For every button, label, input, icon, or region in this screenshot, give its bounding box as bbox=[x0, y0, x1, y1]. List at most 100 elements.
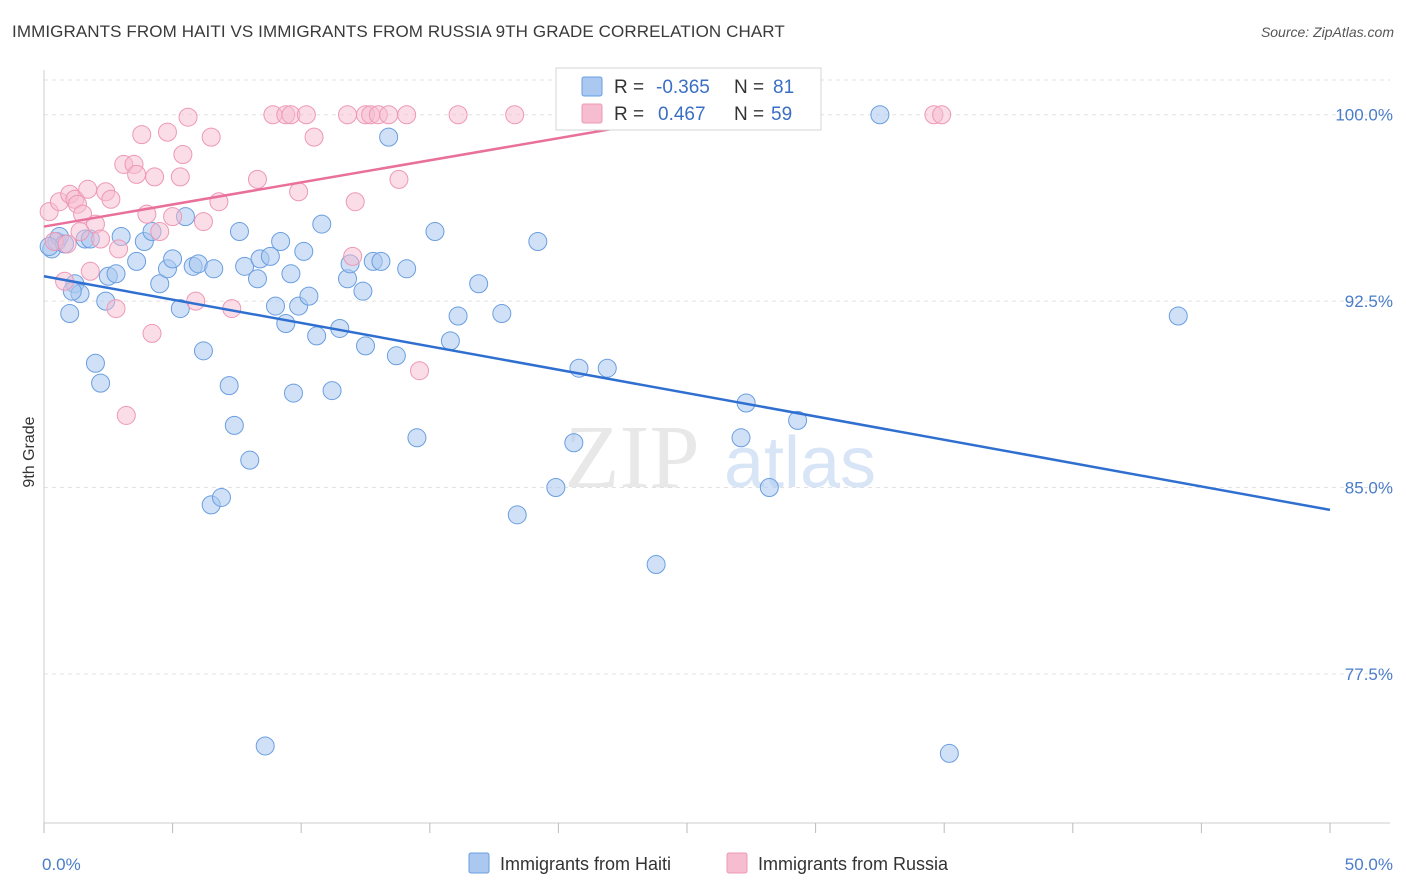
russia-point bbox=[70, 222, 90, 242]
russia-point bbox=[80, 261, 100, 281]
haiti-trend-line bbox=[43, 275, 1331, 512]
russia-point bbox=[201, 127, 221, 147]
haiti-point bbox=[507, 505, 527, 525]
legend-russia-r-value: 0.467 bbox=[658, 104, 706, 125]
haiti-point bbox=[353, 281, 373, 301]
legend-haiti-n-label: N = bbox=[734, 77, 764, 98]
haiti-point bbox=[193, 341, 213, 361]
russia-point bbox=[163, 207, 183, 227]
haiti-point bbox=[407, 428, 427, 448]
legend: R = -0.365 N = 81 R = 0.467 N = 59 bbox=[555, 67, 822, 131]
haiti-point bbox=[528, 231, 548, 251]
russia-point bbox=[379, 105, 399, 125]
x-tick-label-1: 50.0% bbox=[1345, 855, 1393, 874]
haiti-point bbox=[492, 304, 512, 324]
russia-point bbox=[296, 105, 316, 125]
gridlines bbox=[44, 79, 1390, 675]
haiti-point bbox=[60, 304, 80, 324]
russia-point bbox=[170, 167, 190, 187]
haiti-point bbox=[1168, 306, 1188, 326]
russia-point bbox=[101, 189, 121, 209]
legend-russia-n-value: 59 bbox=[771, 104, 792, 125]
haiti-point bbox=[597, 358, 617, 378]
russia-point bbox=[157, 122, 177, 142]
haiti-point bbox=[106, 264, 126, 284]
russia-point bbox=[186, 291, 206, 311]
axes bbox=[43, 70, 1390, 833]
russia-point bbox=[132, 125, 152, 145]
haiti-point bbox=[85, 353, 105, 373]
haiti-point bbox=[425, 222, 445, 242]
haiti-point bbox=[281, 264, 301, 284]
russia-point bbox=[932, 105, 952, 125]
russia-point bbox=[193, 212, 213, 232]
haiti-point bbox=[356, 336, 375, 356]
russia-point bbox=[142, 323, 162, 343]
russia-point bbox=[150, 222, 170, 242]
haiti-point bbox=[307, 326, 327, 346]
russia-point bbox=[116, 405, 136, 425]
russia-point bbox=[145, 167, 165, 187]
bottom-legend-swatch-haiti bbox=[468, 852, 490, 874]
chart-title: IMMIGRANTS FROM HAITI VS IMMIGRANTS FROM… bbox=[12, 22, 785, 41]
haiti-point bbox=[204, 259, 224, 279]
haiti-point bbox=[440, 331, 460, 351]
haiti-point bbox=[240, 450, 260, 470]
legend-russia-n-label: N = bbox=[734, 104, 764, 125]
russia-point bbox=[345, 192, 365, 212]
haiti-point bbox=[265, 296, 285, 316]
haiti-point bbox=[322, 381, 342, 401]
legend-russia-r-label: R = bbox=[614, 104, 644, 125]
haiti-point bbox=[312, 214, 332, 234]
y-tick-label-2: 92.5% bbox=[1345, 292, 1393, 311]
haiti-point bbox=[229, 222, 249, 242]
russia-point bbox=[247, 169, 267, 189]
haiti-point bbox=[731, 428, 751, 448]
haiti-point bbox=[294, 241, 314, 261]
y-tick-label-3: 100.0% bbox=[1335, 106, 1393, 125]
russia-point bbox=[178, 107, 198, 127]
legend-haiti-r-label: R = bbox=[614, 77, 644, 98]
haiti-point bbox=[224, 415, 244, 435]
haiti-point bbox=[91, 373, 111, 393]
legend-swatch-russia bbox=[581, 103, 603, 124]
russia-point bbox=[78, 179, 98, 199]
y-axis-label: 9th Grade bbox=[21, 416, 38, 487]
haiti-point bbox=[397, 259, 417, 279]
russia-point bbox=[337, 105, 357, 125]
russia-point bbox=[505, 105, 525, 125]
bottom-legend-russia-label: Immigrants from Russia bbox=[758, 854, 949, 874]
russia-point bbox=[173, 144, 193, 164]
haiti-point bbox=[260, 246, 280, 266]
series-russia-points bbox=[39, 105, 952, 425]
haiti-point bbox=[276, 313, 296, 333]
legend-haiti-r-value: -0.365 bbox=[656, 77, 710, 98]
haiti-point bbox=[235, 256, 255, 276]
y-tick-label-0: 77.5% bbox=[1345, 665, 1393, 684]
haiti-point bbox=[386, 346, 406, 366]
legend-swatch-haiti bbox=[581, 76, 603, 97]
russia-point bbox=[127, 164, 147, 184]
haiti-point bbox=[379, 127, 399, 147]
haiti-point bbox=[211, 487, 231, 507]
russia-point bbox=[91, 229, 111, 249]
source-credit: Source: ZipAtlas.com bbox=[1260, 24, 1394, 40]
tick-labels: 77.5% 85.0% 92.5% 100.0% 0.0% 50.0% bbox=[42, 106, 1393, 874]
haiti-point bbox=[371, 251, 391, 271]
haiti-point bbox=[870, 105, 890, 125]
russia-point bbox=[109, 239, 129, 259]
russia-point bbox=[343, 246, 363, 266]
haiti-point bbox=[255, 736, 275, 756]
haiti-point bbox=[939, 743, 959, 763]
russia-point bbox=[289, 182, 309, 202]
haiti-point bbox=[247, 269, 267, 289]
haiti-point bbox=[546, 478, 566, 498]
haiti-point bbox=[564, 433, 584, 453]
haiti-point bbox=[299, 286, 319, 306]
bottom-legend: Immigrants from Haiti Immigrants from Ru… bbox=[468, 852, 949, 874]
russia-point bbox=[410, 361, 430, 381]
bottom-legend-swatch-russia bbox=[726, 852, 748, 874]
x-tick-label-0: 0.0% bbox=[42, 855, 81, 874]
russia-point bbox=[448, 105, 468, 125]
